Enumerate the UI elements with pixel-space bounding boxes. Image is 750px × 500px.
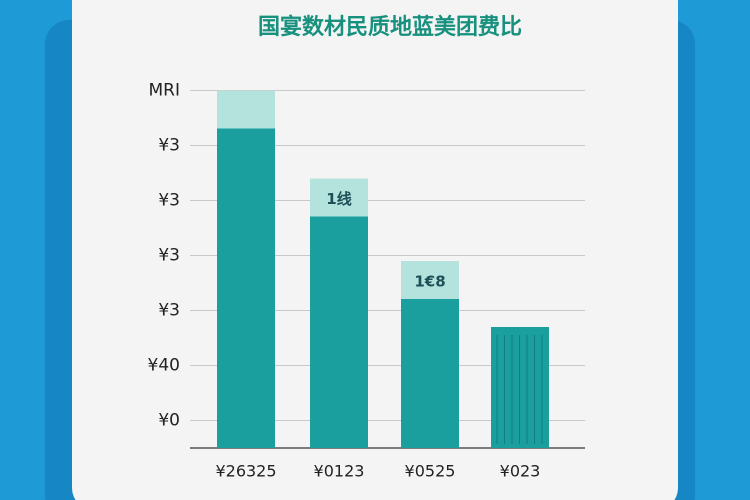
y-tick-label: ¥3: [158, 191, 180, 211]
chart-title: 国宴数材民质地蓝美团费比: [258, 14, 522, 40]
bar: [310, 178, 368, 448]
bar-cap: [217, 90, 275, 129]
bar-annotation: 1线: [326, 190, 351, 208]
y-tick-label: ¥3: [158, 136, 180, 156]
y-tick-label: ¥3: [158, 246, 180, 266]
bar: [217, 90, 275, 448]
bar-cap: [401, 261, 459, 299]
x-tick-label: ¥0525: [405, 462, 456, 481]
y-tick-label: ¥3: [158, 301, 180, 321]
y-tick-label: ¥40: [148, 356, 180, 376]
y-tick-label: MRI: [149, 81, 181, 101]
bar-cap: [310, 178, 368, 217]
y-tick-label: ¥0: [158, 411, 180, 431]
x-tick-label: ¥26325: [215, 462, 276, 481]
bar-annotation: 1€8: [414, 273, 445, 291]
x-tick-label: ¥0123: [314, 462, 365, 481]
x-tick-label: ¥023: [500, 462, 541, 481]
